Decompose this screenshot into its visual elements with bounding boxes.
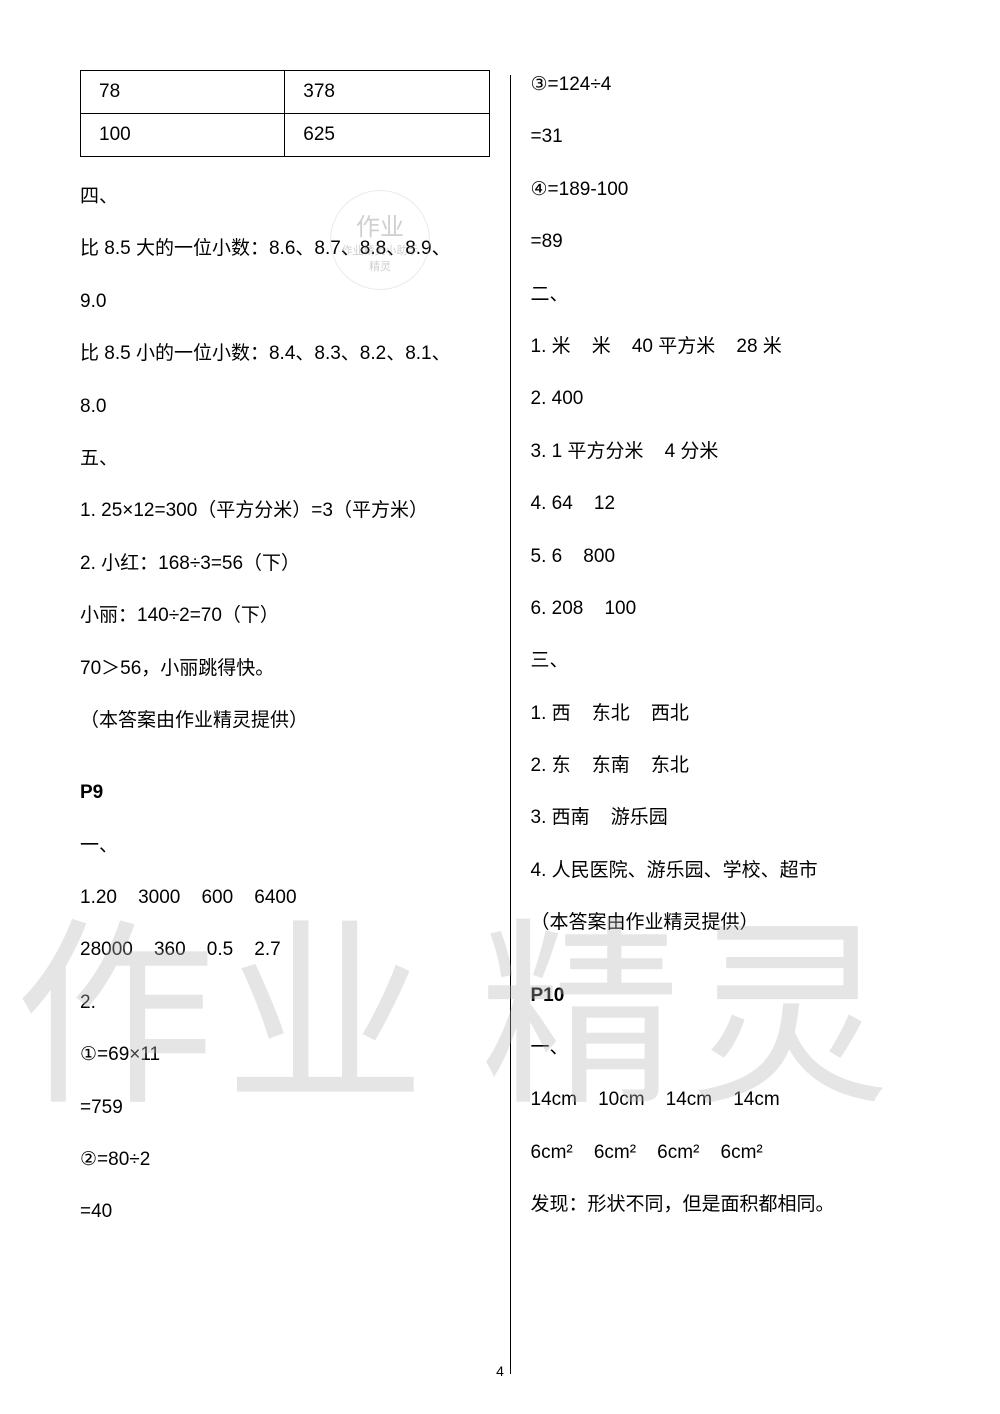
- watermark-stamp-sub2: 精灵: [369, 258, 391, 274]
- text-line: 1. 25×12=300（平方分米）=3（平方米）: [80, 496, 490, 526]
- text-line: 1. 西 东北 西北: [531, 699, 941, 729]
- text-line: 2. 小红：168÷3=56（下）: [80, 549, 490, 579]
- text-line: 8.0: [80, 392, 490, 422]
- text-line: ①=69×11: [80, 1040, 490, 1070]
- table-row: 100 625: [81, 114, 490, 157]
- text-line: 2. 东 东南 东北: [531, 751, 941, 781]
- text-line: 4. 人民医院、游乐园、学校、超市: [531, 856, 941, 886]
- table-row: 78 378: [81, 71, 490, 114]
- text-line: 70＞56，小丽跳得快。: [80, 654, 490, 684]
- watermark-stamp-main: 作业: [356, 207, 404, 242]
- page-container: 78 378 100 625 四、 比 8.5 大的一位小数：8.6、8.7、8…: [0, 0, 1000, 1414]
- section-1-title: 一、: [80, 831, 490, 861]
- text-line: 6. 208 100: [531, 594, 941, 624]
- text-line: =40: [80, 1197, 490, 1227]
- text-line: 1.20 3000 600 6400: [80, 883, 490, 913]
- page-number: 4: [496, 1363, 504, 1379]
- section-5-title: 五、: [80, 444, 490, 474]
- text-line: 14cm 10cm 14cm 14cm: [531, 1085, 941, 1115]
- text-line: ④=189-100: [531, 175, 941, 205]
- section-2-title: 二、: [531, 280, 941, 310]
- text-line: 2. 400: [531, 384, 941, 414]
- text-line: 28000 360 0.5 2.7: [80, 935, 490, 965]
- table-cell: 78: [81, 71, 285, 114]
- text-line: =31: [531, 122, 941, 152]
- text-line: 发现：形状不同，但是面积都相同。: [531, 1190, 941, 1220]
- watermark-stamp-sub1: 作业精灵小助手: [342, 242, 419, 258]
- text-line: （本答案由作业精灵提供）: [531, 908, 941, 938]
- section-4-title: 四、: [80, 182, 490, 212]
- text-line: 6cm² 6cm² 6cm² 6cm²: [531, 1138, 941, 1168]
- section-3-title: 三、: [531, 646, 941, 676]
- right-column: ③=124÷4 =31 ④=189-100 =89 二、 1. 米 米 40 平…: [511, 70, 941, 1374]
- text-line: 3. 西南 游乐园: [531, 803, 941, 833]
- p10-title: P10: [531, 981, 941, 1011]
- text-line: 1. 米 米 40 平方米 28 米: [531, 332, 941, 362]
- text-line: 5. 6 800: [531, 542, 941, 572]
- text-line: 4. 64 12: [531, 489, 941, 519]
- text-line: 3. 1 平方分米 4 分米: [531, 437, 941, 467]
- text-line: （本答案由作业精灵提供）: [80, 706, 490, 736]
- section-1-title: 一、: [531, 1033, 941, 1063]
- text-line: 9.0: [80, 287, 490, 317]
- text-line: =759: [80, 1093, 490, 1123]
- text-line: =89: [531, 227, 941, 257]
- table-cell: 100: [81, 114, 285, 157]
- table-cell: 625: [285, 114, 489, 157]
- text-line: ②=80÷2: [80, 1145, 490, 1175]
- left-column: 78 378 100 625 四、 比 8.5 大的一位小数：8.6、8.7、8…: [80, 70, 510, 1374]
- table-cell: 378: [285, 71, 489, 114]
- data-table: 78 378 100 625: [80, 70, 490, 157]
- text-line: 小丽：140÷2=70（下）: [80, 601, 490, 631]
- text-line: 比 8.5 小的一位小数：8.4、8.3、8.2、8.1、: [80, 339, 490, 369]
- text-line: 2.: [80, 988, 490, 1018]
- text-line: ③=124÷4: [531, 70, 941, 100]
- p9-title: P9: [80, 778, 490, 808]
- watermark-stamp: 作业 作业精灵小助手 精灵: [330, 190, 430, 290]
